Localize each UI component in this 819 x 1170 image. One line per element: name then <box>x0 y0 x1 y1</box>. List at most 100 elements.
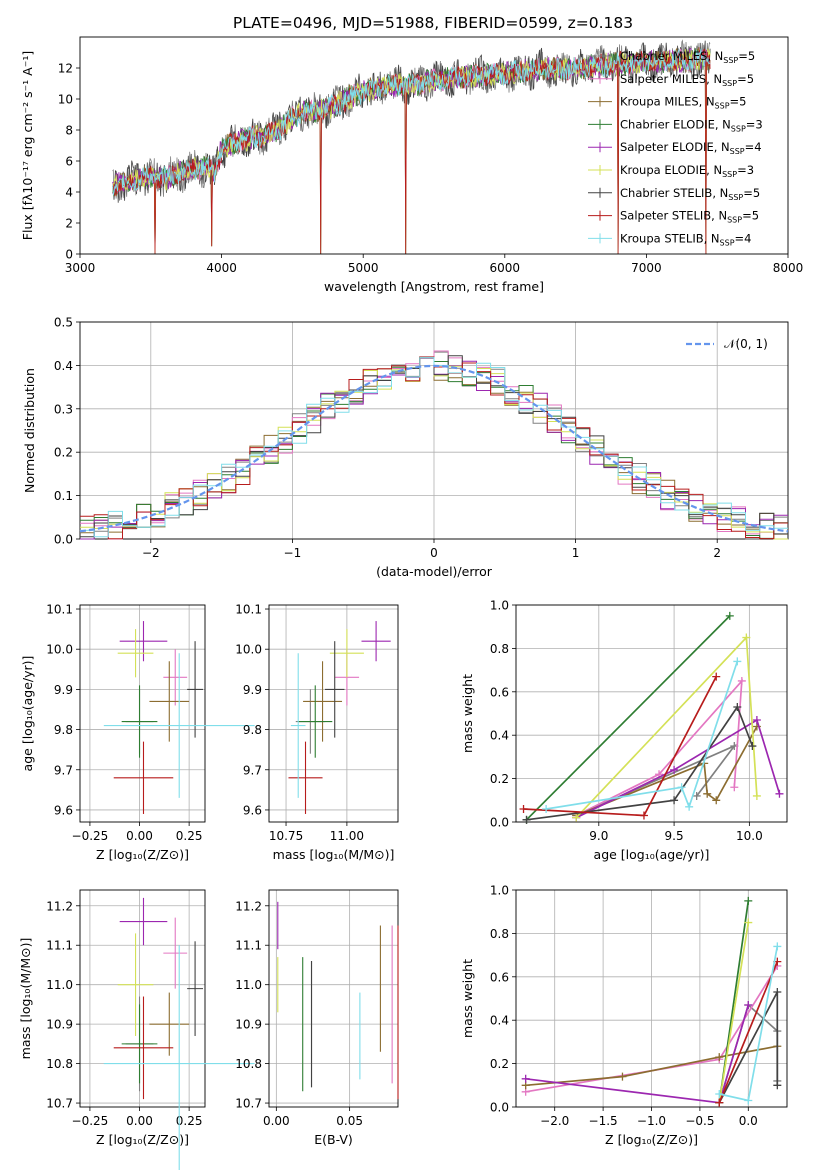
x-tick-label: 4000 <box>206 261 237 275</box>
legend-label: Salpeter STELIB, NSSP=5 <box>620 209 759 225</box>
y-tick-label: 9.6 <box>54 803 73 817</box>
data-point-marker <box>685 802 694 811</box>
data-point-marker <box>519 804 528 813</box>
data-point-marker <box>733 702 742 711</box>
mass-weight-line <box>525 1004 750 1104</box>
y-tick-label: 10.7 <box>46 1097 73 1111</box>
data-point-marker <box>744 918 753 927</box>
data-point-marker <box>715 1089 724 1098</box>
y-tick-label: 0.8 <box>490 927 509 941</box>
legend-entry: Chabrier ELODIE, NSSP=3 <box>588 117 763 133</box>
x-tick-label: 0.00 <box>263 1114 290 1128</box>
data-point-marker <box>733 657 742 666</box>
legend-entry: Salpeter STELIB, NSSP=5 <box>588 209 759 225</box>
y-axis-label: Flux [fλ10⁻¹⁷ erg cm⁻² s⁻¹ A⁻¹] <box>20 51 35 240</box>
y-tick-label: 0.2 <box>490 772 509 786</box>
plot-panels: 3000 4000 5000 6000 7000 8000024681012wavelen… <box>18 36 803 1170</box>
legend-label-suffix: =4 <box>745 140 762 154</box>
y-tick-label: 11.2 <box>235 899 262 913</box>
x-tick-label: 7000 <box>631 261 662 275</box>
mass-weight-line <box>718 961 779 1104</box>
legend-label-suffix: =3 <box>746 117 763 131</box>
mass-weight-line <box>575 678 743 817</box>
legend-entry: Chabrier STELIB, NSSP=5 <box>588 186 760 202</box>
y-axis-label: Normed distribution <box>22 368 37 493</box>
legend-entry: Salpeter MILES, NSSP=5 <box>588 72 754 88</box>
legend-entry: Kroupa ELODIE, NSSP=3 <box>588 163 754 179</box>
x-tick-label: −1 <box>284 546 302 560</box>
x-axis-label: E(B-V) <box>314 1132 353 1147</box>
x-axis-label: wavelength [Angstrom, rest frame] <box>324 279 544 294</box>
legend-label: 𝒩(0, 1) <box>724 337 768 351</box>
legend-label-suffix: =3 <box>737 163 754 177</box>
data-point-marker <box>744 896 753 905</box>
x-tick-label: 5000 <box>348 261 379 275</box>
mass-weight-line <box>525 615 731 821</box>
data-point-marker <box>703 789 712 798</box>
y-tick-label: 4 <box>65 186 73 200</box>
y-tick-label: 1.0 <box>490 884 509 898</box>
residual-histogram <box>80 357 788 538</box>
normal-curve <box>79 364 789 533</box>
x-tick-label: 9.5 <box>665 829 684 843</box>
x-axis-label: Z [log₁₀(Z/Z⊙)] <box>605 1132 698 1147</box>
data-point-marker <box>730 783 739 792</box>
chart-age-vs-Z: −0.25 0.00 0.25 9.6 9.7 9.8 9.9 10.0 10.1 Z [log₁… <box>20 603 255 862</box>
spectrum-series-line <box>112 48 711 196</box>
legend-label: Kroupa STELIB, NSSP=4 <box>620 231 751 247</box>
data-point-marker <box>715 1053 724 1062</box>
x-axis-label: Z [log₁₀(Z/Z⊙)] <box>96 1132 189 1147</box>
data-point-marker <box>752 791 761 800</box>
y-tick-label: 10.1 <box>46 603 73 617</box>
y-tick-label: 9.9 <box>54 683 73 697</box>
axes-frame <box>515 889 788 1108</box>
x-tick-label: 11.00 <box>330 829 364 843</box>
y-tick-label: 0.6 <box>490 970 509 984</box>
data-point-marker <box>773 987 782 996</box>
legend-label-sub: SSP <box>715 102 730 111</box>
x-tick-label: 6000 <box>490 261 521 275</box>
data-point-marker <box>773 942 782 951</box>
data-point-marker <box>737 676 746 685</box>
y-tick-label: 9.8 <box>54 723 73 737</box>
data-point-marker <box>677 783 686 792</box>
data-point-marker <box>572 813 581 822</box>
data-point-marker <box>748 742 757 751</box>
data-point-marker <box>522 815 531 824</box>
y-tick-label: 0.0 <box>54 533 73 547</box>
legend-label: Chabrier MILES, NSSP=5 <box>620 49 755 65</box>
x-tick-label: −1.0 <box>637 1114 666 1128</box>
y-tick-label: 11.0 <box>235 978 262 992</box>
legend-label-suffix: =5 <box>730 95 747 109</box>
x-tick-label: −0.25 <box>72 829 109 843</box>
y-tick-label: 6 <box>65 155 73 169</box>
y-tick-label: 10 <box>58 93 73 107</box>
residual-histogram <box>80 350 788 540</box>
y-tick-label: 0.0 <box>490 1101 509 1115</box>
chart-spectrum: 3000 4000 5000 6000 7000 8000 0 2 4 6 8 10 12 wavelen… <box>20 36 803 294</box>
axes-frame <box>268 604 399 823</box>
legend-label-sub: SSP <box>731 124 746 133</box>
y-tick-label: 0.4 <box>490 1014 509 1028</box>
y-tick-label: 9.9 <box>243 683 262 697</box>
y-tick-label: 10.9 <box>235 1018 262 1032</box>
y-tick-label: 0.6 <box>490 685 509 699</box>
legend-label: Chabrier ELODIE, NSSP=3 <box>620 117 763 133</box>
y-tick-label: 0.8 <box>490 642 509 656</box>
y-axis-label: age [log₁₀(age/yr)] <box>20 656 35 772</box>
y-tick-label: 2 <box>65 217 73 231</box>
y-tick-label: 9.6 <box>243 803 262 817</box>
y-tick-label: 9.7 <box>243 763 262 777</box>
x-tick-label: 0.25 <box>176 829 203 843</box>
legend-label-sub: SSP <box>723 56 738 65</box>
data-point-marker <box>744 1096 753 1105</box>
legend-label-sub: SSP <box>727 216 742 225</box>
x-tick-label: 0.0 <box>739 1114 758 1128</box>
axes-frame <box>79 36 789 255</box>
mass-weight-line <box>718 922 750 1103</box>
y-tick-label: 11.1 <box>235 939 262 953</box>
mass-weight-line <box>525 1045 778 1087</box>
x-tick-label: 10.0 <box>736 829 763 843</box>
legend-label-sub: SSP <box>728 193 743 202</box>
